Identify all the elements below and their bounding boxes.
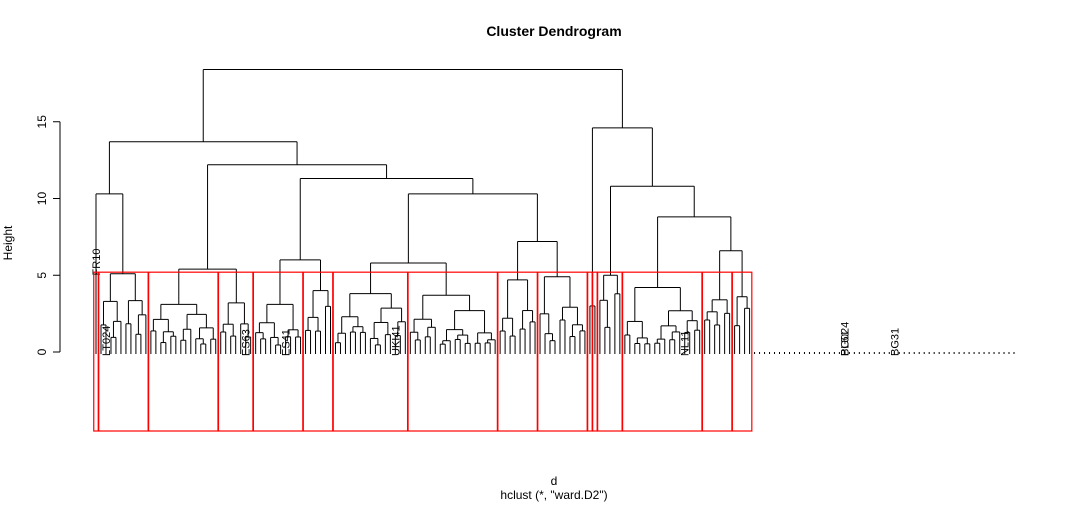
- leaf-label: PL51: [839, 330, 851, 356]
- leaf-label: ES41: [281, 329, 293, 356]
- cluster-rect: [148, 271, 219, 432]
- leaf-label: ES63: [241, 329, 253, 356]
- y-axis: 0 5 10 15: [35, 115, 61, 355]
- y-axis-label: Height: [1, 225, 15, 260]
- cluster-rect: [731, 271, 753, 432]
- leaf-label: BG024: [839, 322, 851, 356]
- cluster-rect: [701, 271, 733, 432]
- leaf-label: NL11: [680, 331, 692, 356]
- cluster-rectangles: [93, 271, 753, 432]
- leaf-label: BG31: [889, 328, 901, 356]
- x-axis-label: d: [551, 474, 558, 488]
- y-tick-label: 5: [35, 272, 49, 279]
- leaf-labels: FR10 NL11 LT024 BG024 ES63 ES41 PL51 BG31 UKI41: [91, 249, 901, 356]
- leaf-label: FR10: [91, 249, 103, 276]
- cluster-rect: [497, 271, 538, 432]
- y-tick-label: 0: [35, 348, 49, 355]
- chart-subtitle: hclust (*, "ward.D2"): [500, 488, 607, 502]
- cluster-rect: [407, 271, 498, 432]
- y-tick-label: 15: [35, 115, 49, 129]
- dendrogram-tree: [95, 69, 1015, 354]
- y-tick-label: 10: [35, 192, 49, 206]
- leaf-label: LT024: [101, 326, 113, 356]
- leaf-label: UKI41: [390, 325, 402, 356]
- chart-title: Cluster Dendrogram: [486, 23, 621, 39]
